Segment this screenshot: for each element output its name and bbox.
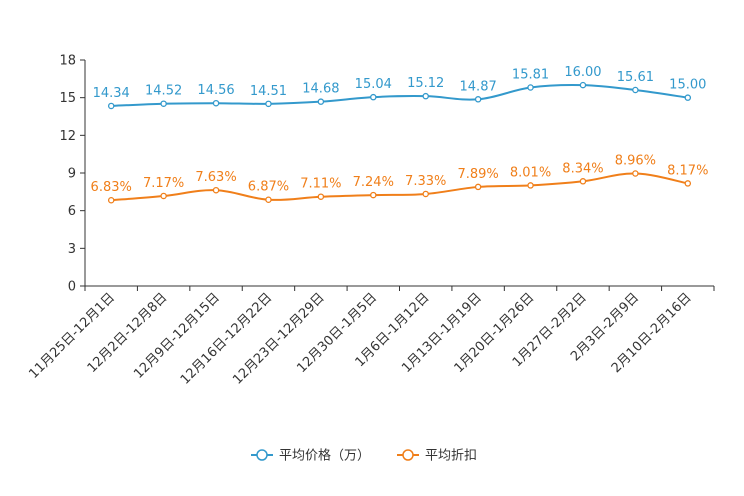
series-line-2 [111,172,688,202]
data-label: 8.34% [562,161,603,176]
data-point[interactable] [632,86,639,94]
y-tick-label: 9 [68,167,76,182]
data-label: 6.83% [91,180,132,195]
legend-label: 平均折扣 [425,449,477,464]
data-point[interactable] [632,170,639,177]
data-labels: 14.34 14.52 14.56 14.51 14.68 15.04 15.12 14.87… [91,65,709,195]
legend-label: 平均价格（万） [279,448,370,464]
data-label: 15.61 [617,70,654,85]
data-point[interactable] [527,84,534,91]
data-label: 8.01% [510,165,551,180]
series-layer [107,81,692,204]
data-label: 7.24% [353,175,394,190]
series-line-1 [111,83,688,107]
data-label: 7.11% [300,177,341,192]
data-point[interactable] [317,193,325,200]
data-label: 14.52 [145,84,182,99]
data-label: 15.12 [407,76,444,91]
legend[interactable]: 平均价格（万） 平均折扣 [251,448,477,464]
data-label: 7.89% [457,167,498,182]
data-label: 7.17% [143,176,184,191]
data-label: 16.00 [564,65,601,80]
data-label: 14.68 [302,82,339,97]
y-tick-label: 15 [59,91,76,106]
data-point[interactable] [474,96,482,103]
legend-item-1[interactable]: 平均价格（万） [251,448,370,464]
y-tick-label: 18 [59,54,76,69]
data-point[interactable] [317,98,325,105]
data-label: 15.81 [512,67,549,82]
y-tick-label: 6 [68,204,76,219]
data-point[interactable] [160,192,167,200]
data-point[interactable] [107,196,115,204]
data-label: 14.56 [197,83,234,98]
data-point[interactable] [160,100,167,107]
legend-item-2[interactable]: 平均折扣 [397,449,477,464]
data-label: 14.51 [250,84,287,99]
data-point[interactable] [474,183,482,191]
data-point[interactable] [684,180,692,187]
y-tick-label: 0 [68,280,76,295]
data-point[interactable] [422,190,429,198]
data-point[interactable] [370,93,377,101]
data-label: 15.04 [355,77,392,92]
legend-marker [256,449,268,461]
data-point[interactable] [212,186,220,194]
x-tick-label: 12月23日-12月29日 [230,290,327,387]
y-tick-label: 12 [59,129,76,144]
data-label: 8.96% [615,154,656,169]
data-point[interactable] [265,196,272,203]
data-point[interactable] [579,178,587,185]
data-label: 8.17% [667,163,708,178]
data-point[interactable] [265,100,272,108]
data-point[interactable] [370,191,377,199]
x-tick-label: 11月25日-12月1日 [26,290,118,382]
data-point[interactable] [684,94,692,101]
data-point[interactable] [422,92,429,100]
data-point[interactable] [212,99,220,107]
data-point[interactable] [107,102,115,110]
data-point[interactable] [527,182,534,189]
data-label: 6.87% [248,180,289,195]
data-label: 15.00 [669,78,706,93]
data-point[interactable] [579,81,587,89]
axes: 036912151811月25日-12月1日12月2日-12月8日12月9日-1… [26,54,715,388]
y-tick-label: 3 [68,242,76,257]
data-label: 7.33% [405,174,446,189]
data-label: 14.87 [460,79,497,94]
data-label: 14.34 [93,86,130,101]
x-tick-label: 12月16日-12月22日 [178,290,275,387]
legend-marker [402,449,414,461]
data-label: 7.63% [195,170,236,185]
